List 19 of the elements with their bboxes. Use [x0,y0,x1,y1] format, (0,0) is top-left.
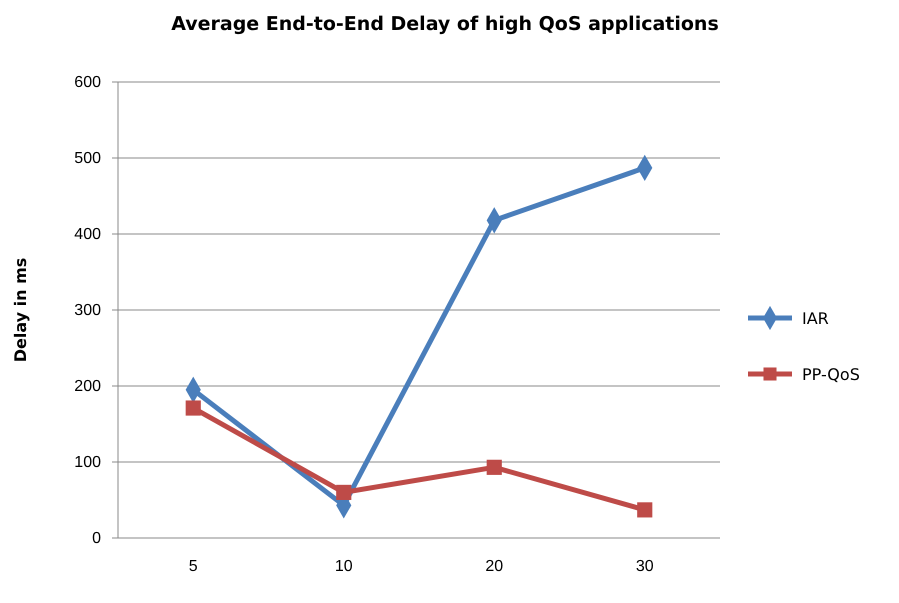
chart-title: Average End-to-End Delay of high QoS applications [171,13,719,35]
point [186,400,201,416]
x-tick-label: 20 [485,558,504,575]
y-tick-label: 300 [74,302,102,320]
y-tick-label: 200 [74,378,102,396]
y-tick-label: 500 [74,150,102,168]
y-tick-label: 600 [74,74,102,92]
point [486,460,502,475]
x-tick-label: 30 [636,558,654,575]
y-tick-label: 400 [74,226,102,244]
point [637,502,652,518]
x-tick-label: 10 [334,558,353,575]
y-tick-label: 0 [92,530,102,548]
y-tick-label: 100 [74,454,102,472]
x-tick-label: 5 [188,558,198,575]
legend-label: IAR [802,309,829,328]
legend-label: PP-QoS [802,365,860,384]
point [336,484,352,500]
y-axis-title: Delay in ms [11,258,30,362]
